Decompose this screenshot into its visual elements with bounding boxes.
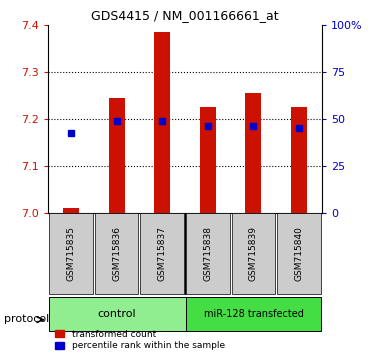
Bar	[108, 98, 125, 212]
Text: miR-128 transfected: miR-128 transfected	[204, 309, 303, 319]
FancyBboxPatch shape	[186, 297, 321, 331]
FancyBboxPatch shape	[49, 213, 93, 295]
Text: GSM715840: GSM715840	[295, 227, 303, 281]
Text: GSM715836: GSM715836	[112, 227, 121, 281]
FancyBboxPatch shape	[95, 213, 138, 295]
Bar	[291, 107, 307, 212]
Text: protocol: protocol	[4, 314, 49, 324]
FancyBboxPatch shape	[140, 213, 184, 295]
Legend: transformed count, percentile rank within the sample: transformed count, percentile rank withi…	[53, 327, 228, 353]
Text: GSM715837: GSM715837	[158, 227, 166, 281]
Text: control: control	[97, 309, 136, 319]
Text: GSM715839: GSM715839	[249, 227, 258, 281]
FancyBboxPatch shape	[186, 213, 230, 295]
Bar	[200, 107, 216, 212]
Text: GSM715835: GSM715835	[67, 227, 75, 281]
Title: GDS4415 / NM_001166661_at: GDS4415 / NM_001166661_at	[91, 9, 279, 22]
Text: GSM715838: GSM715838	[204, 227, 212, 281]
FancyBboxPatch shape	[277, 213, 321, 295]
Bar	[245, 93, 262, 212]
FancyBboxPatch shape	[232, 213, 275, 295]
Bar	[63, 208, 79, 212]
FancyBboxPatch shape	[49, 297, 186, 331]
Bar	[154, 32, 170, 212]
